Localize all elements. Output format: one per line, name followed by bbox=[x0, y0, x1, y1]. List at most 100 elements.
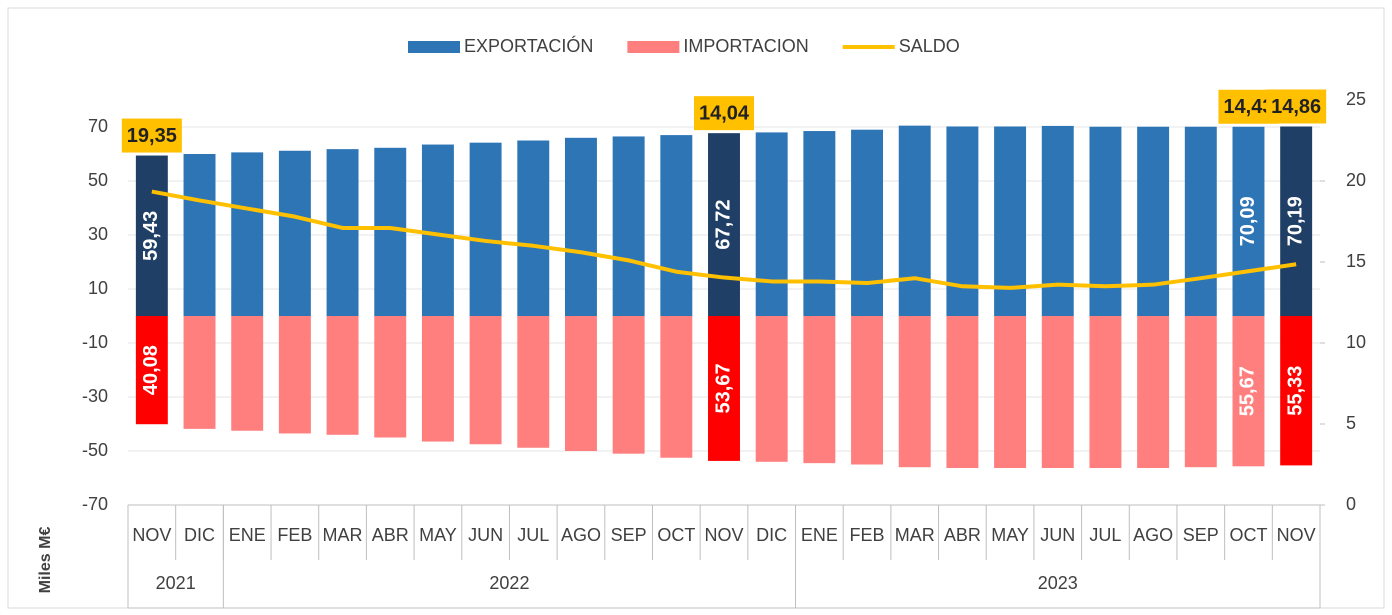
bar bbox=[135, 316, 168, 425]
legend-label: IMPORTACION bbox=[683, 36, 808, 56]
line-value-label: 14,04 bbox=[699, 102, 750, 124]
line-label-box bbox=[121, 118, 182, 153]
y2-tick-label: 15 bbox=[1346, 251, 1366, 271]
legend-label: EXPORTACIÓN bbox=[464, 35, 593, 56]
bar bbox=[278, 150, 311, 316]
line-value-label: 19,35 bbox=[127, 125, 177, 147]
bar bbox=[469, 316, 502, 445]
y-tick-label: -10 bbox=[82, 332, 108, 352]
bar bbox=[135, 155, 168, 316]
bar bbox=[898, 316, 931, 468]
y-tick-label: -30 bbox=[82, 386, 108, 406]
y-axis-label: Miles M€ bbox=[37, 527, 54, 594]
x-tick-label: MAY bbox=[419, 525, 457, 545]
year-label: 2022 bbox=[489, 573, 529, 593]
x-tick-label: DIC bbox=[184, 525, 215, 545]
bar bbox=[469, 142, 502, 316]
line-label-box bbox=[694, 96, 754, 131]
line-value-label: 14,43 bbox=[1223, 96, 1273, 118]
bar bbox=[517, 140, 550, 316]
x-tick-label: NOV bbox=[1277, 525, 1316, 545]
x-tick-label: MAR bbox=[323, 525, 363, 545]
x-tick-label: AGO bbox=[561, 525, 601, 545]
bar-value-label: 55,33 bbox=[1284, 366, 1306, 416]
x-tick-label: ABR bbox=[372, 525, 409, 545]
bar-value-label: 70,09 bbox=[1237, 196, 1259, 246]
bar bbox=[851, 316, 884, 465]
x-tick-label: AGO bbox=[1133, 525, 1173, 545]
bar bbox=[326, 149, 359, 316]
x-tick-label: NOV bbox=[704, 525, 743, 545]
x-tick-label: FEB bbox=[850, 525, 885, 545]
bar bbox=[564, 316, 597, 451]
legend-swatch bbox=[408, 41, 460, 53]
x-tick-label: MAY bbox=[991, 525, 1029, 545]
bar bbox=[231, 316, 264, 431]
bar-value-label: 53,67 bbox=[712, 363, 734, 413]
x-tick-label: DIC bbox=[756, 525, 787, 545]
bar bbox=[708, 316, 740, 461]
bar-value-label: 67,72 bbox=[712, 200, 734, 250]
year-label: 2021 bbox=[156, 573, 196, 593]
bar bbox=[183, 154, 216, 316]
bar-value-label: 55,67 bbox=[1237, 366, 1259, 416]
y-tick-label: 70 bbox=[88, 116, 108, 136]
year-label: 2023 bbox=[1038, 573, 1078, 593]
bar bbox=[946, 316, 979, 469]
y-tick-label: 10 bbox=[88, 278, 108, 298]
bar bbox=[1232, 126, 1265, 317]
y2-tick-label: 0 bbox=[1346, 494, 1356, 514]
bar bbox=[1041, 316, 1074, 469]
y-tick-label: -70 bbox=[82, 494, 108, 514]
x-tick-label: OCT bbox=[1229, 525, 1267, 545]
bar bbox=[1280, 126, 1313, 316]
bar bbox=[612, 316, 645, 454]
y2-tick-label: 25 bbox=[1346, 89, 1366, 109]
x-tick-label: ENE bbox=[229, 525, 266, 545]
bar bbox=[1137, 126, 1170, 316]
y-tick-label: 50 bbox=[88, 170, 108, 190]
bar bbox=[994, 126, 1027, 317]
x-tick-label: ENE bbox=[801, 525, 838, 545]
legend-label: SALDO bbox=[899, 36, 960, 56]
x-tick-label: ABR bbox=[944, 525, 981, 545]
bar bbox=[898, 125, 931, 317]
y-tick-label: -50 bbox=[82, 440, 108, 460]
bar bbox=[1089, 316, 1122, 469]
bar bbox=[374, 147, 407, 316]
bar bbox=[1280, 316, 1313, 466]
bar bbox=[421, 316, 454, 442]
bar bbox=[660, 135, 693, 316]
bar bbox=[1232, 316, 1265, 467]
x-tick-label: NOV bbox=[132, 525, 171, 545]
bar bbox=[1041, 125, 1074, 316]
y-tick-label: 30 bbox=[88, 224, 108, 244]
bar bbox=[421, 144, 454, 316]
bar-value-label: 70,19 bbox=[1284, 196, 1306, 246]
bar bbox=[326, 316, 359, 435]
bar bbox=[1184, 316, 1217, 468]
bar-value-label: 59,43 bbox=[140, 211, 162, 261]
x-tick-label: FEB bbox=[277, 525, 312, 545]
bar bbox=[803, 131, 836, 316]
bar bbox=[660, 316, 693, 458]
y2-tick-label: 20 bbox=[1346, 170, 1366, 190]
bar-value-label: 40,08 bbox=[140, 345, 162, 395]
bar bbox=[612, 136, 645, 316]
y2-tick-label: 10 bbox=[1346, 332, 1366, 352]
x-tick-label: SEP bbox=[611, 525, 647, 545]
x-tick-label: OCT bbox=[657, 525, 695, 545]
line-label-box bbox=[1266, 89, 1327, 124]
bar bbox=[278, 316, 311, 434]
bar bbox=[851, 129, 884, 316]
bar bbox=[517, 316, 550, 448]
line bbox=[151, 189, 1297, 290]
x-tick-label: JUN bbox=[1040, 525, 1075, 545]
legend-swatch bbox=[627, 41, 680, 53]
bar bbox=[1137, 316, 1170, 469]
bar bbox=[994, 316, 1027, 469]
x-tick-label: JUN bbox=[468, 525, 503, 545]
line-value-label: 14,86 bbox=[1271, 96, 1321, 118]
bar bbox=[183, 316, 216, 429]
